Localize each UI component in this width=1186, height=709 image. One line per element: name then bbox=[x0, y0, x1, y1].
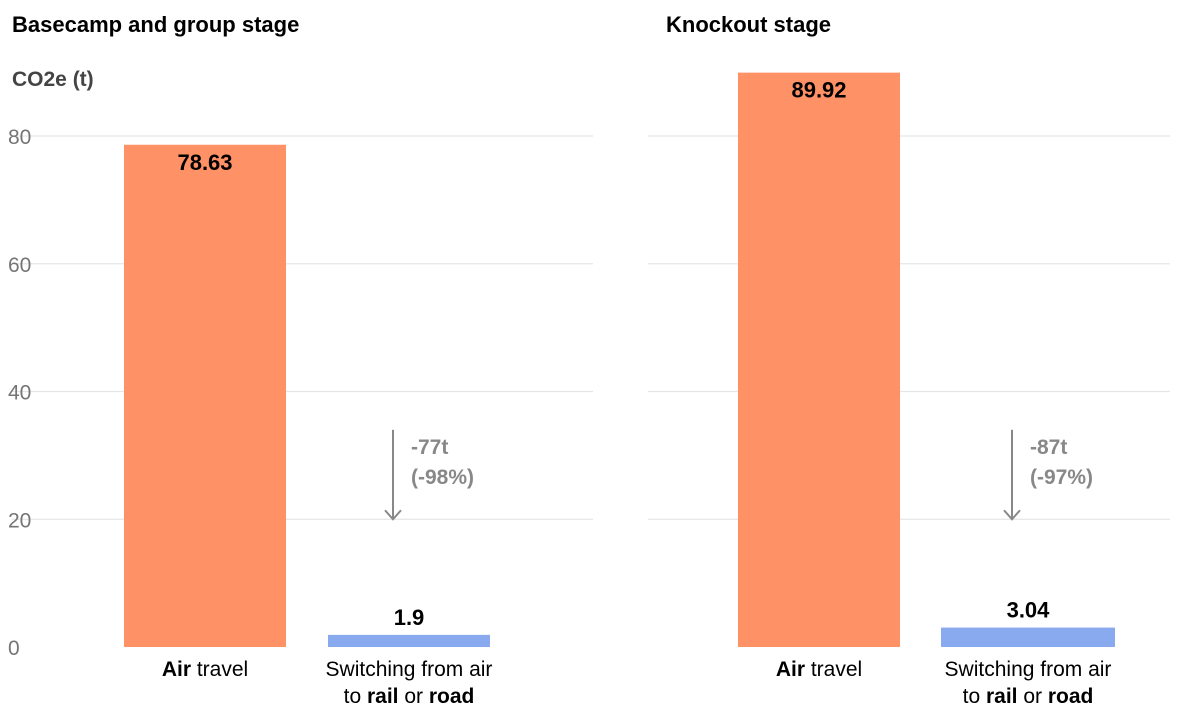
y-axis-label: CO2e (t) bbox=[12, 68, 94, 91]
y-tick-labels: 0 20 40 60 80 bbox=[8, 126, 31, 660]
reduction-annotation: -87t (-97%) bbox=[1003, 429, 1093, 521]
bar bbox=[941, 627, 1115, 647]
data-label: 89.92 bbox=[791, 78, 846, 103]
chart-title: Basecamp and group stage bbox=[12, 12, 299, 37]
annotation-text: -77t bbox=[411, 436, 448, 459]
annotation-text: (-97%) bbox=[1030, 466, 1093, 489]
category-label: Switching from air bbox=[326, 658, 493, 681]
y-tick-label: 0 bbox=[8, 637, 20, 660]
category-label: to rail or road bbox=[963, 685, 1094, 708]
bar bbox=[124, 144, 286, 648]
category-label: Air travel bbox=[162, 658, 248, 681]
y-tick-label: 40 bbox=[8, 382, 31, 405]
value-labels: 78.63 1.9 bbox=[177, 150, 424, 630]
reduction-annotation: -77t (-98%) bbox=[384, 429, 474, 521]
y-tick-label: 60 bbox=[8, 254, 31, 277]
arrow-head bbox=[384, 509, 402, 521]
category-labels: Air travel Switching from air to rail or r… bbox=[162, 658, 493, 708]
category-label: to rail or road bbox=[344, 685, 475, 708]
bar bbox=[328, 634, 490, 647]
value-labels: 89.92 3.04 bbox=[791, 78, 1050, 623]
data-label: 3.04 bbox=[1007, 598, 1051, 623]
annotation-text: -87t bbox=[1030, 436, 1067, 459]
gridlines bbox=[648, 135, 1170, 520]
arrow-head bbox=[1003, 509, 1021, 521]
bars bbox=[738, 72, 1115, 648]
data-label: 1.9 bbox=[394, 605, 425, 630]
chart-title: Knockout stage bbox=[666, 12, 831, 37]
chart-panel-basecamp: Basecamp and group stage CO2e (t) 0 20 40 6… bbox=[8, 12, 593, 708]
chart-panel-knockout: Knockout stage 89.92 3.04 -87t (-97%) Air … bbox=[648, 12, 1170, 708]
category-label: Switching from air bbox=[945, 658, 1112, 681]
data-label: 78.63 bbox=[177, 150, 232, 175]
bar bbox=[738, 72, 900, 648]
category-label: Air travel bbox=[776, 658, 862, 681]
annotation-text: (-98%) bbox=[411, 466, 474, 489]
y-tick-label: 20 bbox=[8, 509, 31, 532]
bars bbox=[124, 144, 490, 648]
gridlines bbox=[12, 135, 593, 520]
category-labels: Air travel Switching from air to rail or r… bbox=[776, 658, 1112, 708]
y-tick-label: 80 bbox=[8, 126, 31, 149]
